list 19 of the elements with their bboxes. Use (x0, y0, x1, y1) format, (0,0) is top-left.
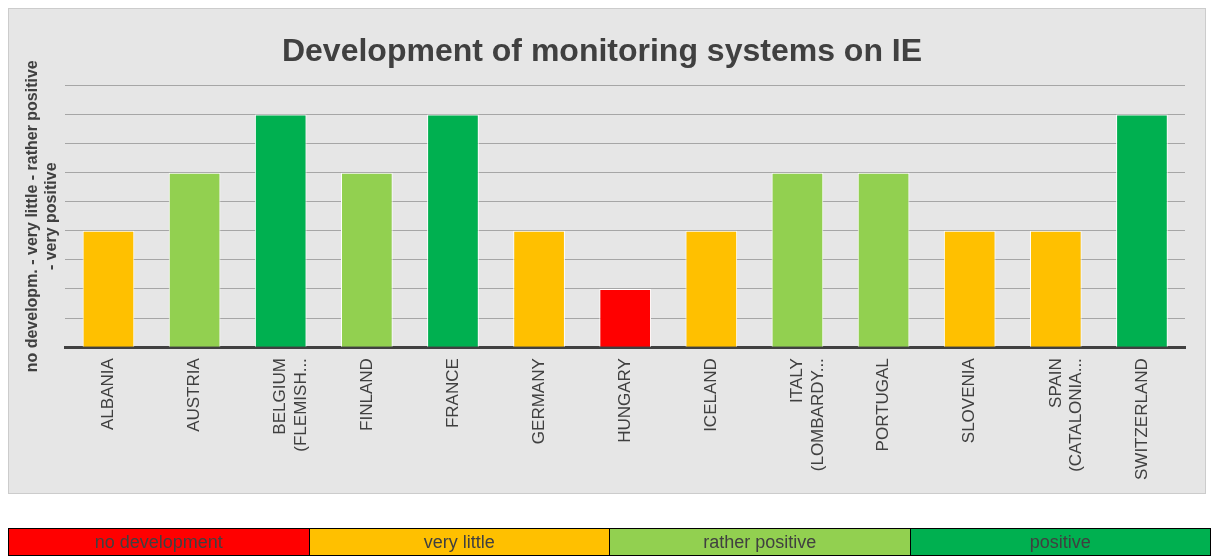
text: very little (309, 529, 610, 555)
y-axis-title: no developm. - very little - rather positive - very positive (23, 60, 60, 373)
chart-title: Development of monitoring systems on IE (281, 32, 923, 69)
x-tick-label: BELGIUM (FLEMISH... (270, 358, 310, 452)
x-tick-label: GERMANY (528, 358, 548, 445)
x-tick-label: PORTUGAL (873, 358, 893, 452)
x-tick-label: SLOVENIA (959, 357, 979, 444)
x-tick-label: ALBANIA (98, 357, 118, 430)
x-tick-label: HUNGARY (614, 358, 634, 443)
text: positive (910, 529, 1211, 555)
x-tick-label: SPAIN (CATALONIA... (1045, 358, 1085, 472)
x-tick-label: ITALY (LOMBARDY... (787, 358, 827, 472)
x-tick-label: ICELAND (701, 358, 721, 432)
x-tick-label: AUSTRIA (184, 357, 204, 432)
x-tick-label: SWITZERLAND (1131, 358, 1151, 480)
x-tick-label: FINLAND (356, 358, 376, 431)
text: rather positive (610, 529, 911, 555)
x-tick-label: FRANCE (442, 358, 462, 429)
text: no development (9, 529, 310, 555)
